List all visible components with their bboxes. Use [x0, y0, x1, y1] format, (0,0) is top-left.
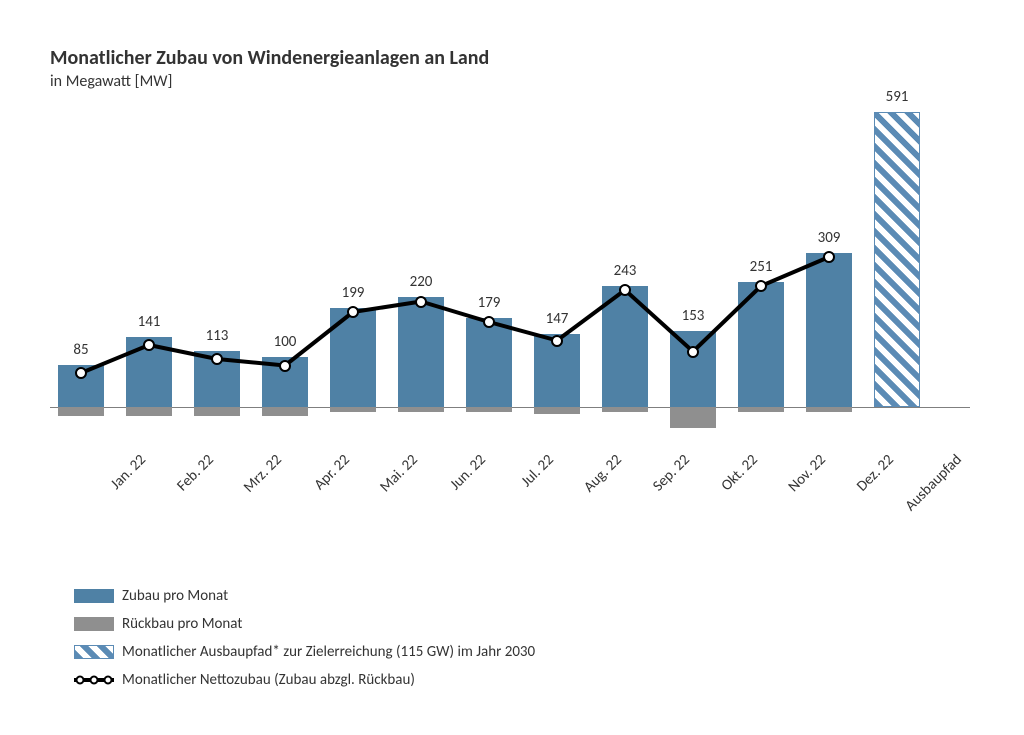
- x-axis-label: Apr. 22: [284, 451, 353, 520]
- x-axis-label: Feb. 22: [148, 451, 217, 520]
- x-axis-label: Mai. 22: [352, 451, 421, 520]
- bar-zubau: [738, 282, 784, 408]
- legend-swatch: [74, 617, 114, 631]
- bar-value-label: 85: [51, 341, 111, 359]
- netto-marker: [415, 296, 427, 308]
- legend-swatch-hatched: [74, 645, 114, 659]
- chart-legend: Zubau pro Monat Rückbau pro Monat Monatlic…: [74, 587, 974, 689]
- netto-marker: [619, 284, 631, 296]
- bar-rueckbau: [398, 407, 444, 412]
- bar-value-label: 243: [595, 262, 655, 280]
- x-axis-label: Ausbaupfad: [896, 451, 965, 520]
- bar-value-label: 141: [119, 313, 179, 331]
- legend-line-swatch: [74, 673, 114, 687]
- bar-rueckbau: [58, 407, 104, 416]
- netto-marker: [823, 251, 835, 263]
- bar-value-label: 199: [323, 284, 383, 302]
- bar-value-label: 100: [255, 333, 315, 351]
- bar-value-label: 147: [527, 310, 587, 328]
- bar-zubau: [330, 308, 376, 408]
- bar-value-label: 591: [867, 88, 927, 106]
- bar-value-label: 113: [187, 327, 247, 345]
- bar-zubau: [806, 253, 852, 408]
- netto-marker: [143, 339, 155, 351]
- bar-rueckbau: [126, 407, 172, 416]
- bar-rueckbau: [194, 407, 240, 416]
- bar-value-label: 309: [799, 229, 859, 247]
- chart-subtitle: in Megawatt [MW]: [50, 72, 974, 91]
- netto-marker: [755, 280, 767, 292]
- bar-rueckbau: [330, 407, 376, 412]
- legend-swatch: [74, 589, 114, 603]
- legend-item: Zubau pro Monat: [74, 587, 974, 605]
- chart-plot-area: 85Jan. 22141Feb. 22113Mrz. 22100Apr. 221…: [50, 107, 970, 477]
- bar-rueckbau: [534, 407, 580, 414]
- x-axis-label: Jul. 22: [488, 451, 557, 520]
- netto-marker: [347, 306, 359, 318]
- bar-rueckbau: [466, 407, 512, 412]
- bar-value-label: 179: [459, 294, 519, 312]
- x-axis-label: Jan. 22: [80, 451, 149, 520]
- legend-label: Zubau pro Monat: [122, 587, 228, 605]
- legend-item: Monatlicher Nettozubau (Zubau abzgl. Rüc…: [74, 671, 974, 689]
- bar-zubau: [602, 286, 648, 408]
- bar-value-label: 220: [391, 273, 451, 291]
- netto-marker: [687, 346, 699, 358]
- x-axis-label: Jun. 22: [420, 451, 489, 520]
- bar-value-label: 153: [663, 307, 723, 325]
- legend-item: Monatlicher Ausbaupfad* zur Zielerreichu…: [74, 643, 974, 661]
- bar-zubau: [670, 331, 716, 408]
- x-axis-label: Dez. 22: [828, 451, 897, 520]
- legend-item: Rückbau pro Monat: [74, 615, 974, 633]
- netto-marker: [211, 353, 223, 365]
- bar-rueckbau: [738, 407, 784, 412]
- netto-marker: [483, 316, 495, 328]
- netto-marker: [551, 335, 563, 347]
- bar-value-label: 251: [731, 258, 791, 276]
- x-axis-label: Sep. 22: [624, 451, 693, 520]
- bar-ausbaupfad: [874, 112, 920, 408]
- legend-label: Monatlicher Nettozubau (Zubau abzgl. Rüc…: [122, 671, 415, 689]
- x-axis-label: Mrz. 22: [216, 451, 285, 520]
- legend-label: Monatlicher Ausbaupfad* zur Zielerreichu…: [122, 643, 535, 661]
- bar-zubau: [398, 297, 444, 407]
- x-axis-label: Nov. 22: [760, 451, 829, 520]
- chart-container: Monatlicher Zubau von Windenergieanlagen…: [0, 0, 1024, 689]
- chart-title: Monatlicher Zubau von Windenergieanlagen…: [50, 46, 974, 70]
- netto-marker: [279, 360, 291, 372]
- netto-marker: [75, 367, 87, 379]
- x-axis-label: Okt. 22: [692, 451, 761, 520]
- bar-zubau: [466, 318, 512, 408]
- x-axis-label: Aug. 22: [556, 451, 625, 520]
- bar-rueckbau: [602, 407, 648, 412]
- bar-rueckbau: [806, 407, 852, 412]
- legend-label: Rückbau pro Monat: [122, 615, 242, 633]
- bar-rueckbau: [262, 407, 308, 416]
- bar-rueckbau: [670, 407, 716, 428]
